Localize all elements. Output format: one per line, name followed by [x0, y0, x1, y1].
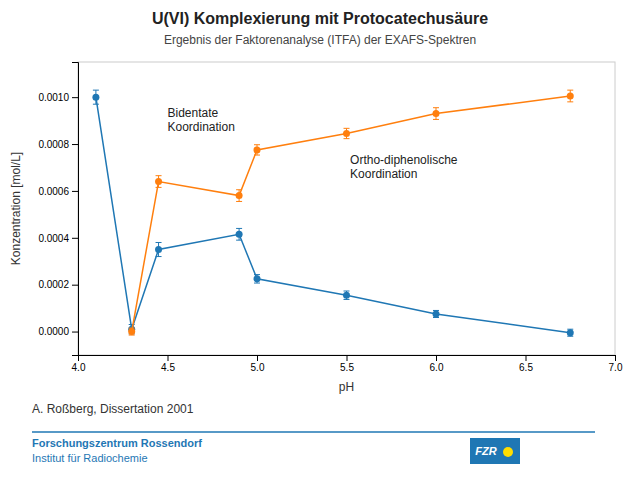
x-axis-line: [79, 356, 616, 362]
x-axis-tick: 6.0: [430, 355, 444, 373]
logo: FZR: [470, 438, 520, 464]
data-point: [92, 94, 99, 101]
x-axis-tick: 5.0: [251, 355, 265, 373]
y-axis-tick-label: 0.0010: [38, 92, 69, 103]
error-bar: [344, 291, 350, 299]
y-axis-tick: 0.0000: [38, 326, 78, 337]
x-axis-tick-label: 4.0: [72, 362, 86, 373]
error-bar: [567, 90, 573, 102]
x-axis-tick-label: 7.0: [609, 362, 623, 373]
error-bar: [567, 329, 573, 336]
y-axis-tick-mark: [72, 191, 78, 192]
x-axis: 4.0 4.5 5.0 5.5 6.0 6.5 7.0: [72, 355, 623, 373]
error-bar: [344, 128, 350, 138]
logo-box: [470, 438, 520, 464]
data-point: [433, 310, 440, 317]
x-axis-tick-label: 4.5: [161, 362, 175, 373]
x-axis-title: pH: [339, 380, 354, 394]
marks: [92, 90, 573, 336]
logo-dot: [503, 447, 513, 457]
attribution: A. Roßberg, Dissertation 2001: [32, 402, 194, 416]
data-point: [254, 146, 261, 153]
x-axis-tick: 5.5: [340, 355, 354, 373]
y-axis-tick-mark: [72, 332, 78, 333]
series: [92, 90, 573, 336]
data-point: [567, 92, 574, 99]
error-bar: [129, 328, 135, 335]
logo-text: FZR: [475, 445, 496, 457]
y-axis-tick: 0.0010: [38, 92, 78, 103]
error-bar: [156, 242, 162, 256]
y-axis-tick-label: 0.0006: [38, 186, 69, 197]
data-point: [128, 328, 135, 335]
data-point: [236, 231, 243, 238]
y-axis-tick-mark: [72, 238, 78, 239]
y-axis-tick-label: 0.0004: [38, 233, 69, 244]
x-axis-tick-mark: [436, 355, 437, 361]
data-point: [343, 292, 350, 299]
footer-rule: [32, 431, 595, 433]
y-axis-title: Konzentration [mol/L]: [9, 152, 23, 265]
x-axis-tick: 4.0: [72, 355, 86, 373]
error-bar: [433, 310, 439, 317]
annotation: Ortho-diphenolischeKoordination: [350, 153, 458, 181]
data-point: [433, 110, 440, 117]
series-line: [96, 97, 570, 333]
y-axis-tick: 0.0006: [38, 186, 78, 197]
footer-text: Institut für Radiochemie: [32, 452, 148, 464]
annotation: BidentateKoordination: [168, 106, 235, 134]
x-axis-tick-mark: [257, 355, 258, 361]
data-point: [254, 275, 261, 282]
x-axis-tick-label: 5.0: [251, 362, 265, 373]
x-axis-tick-mark: [168, 355, 169, 361]
y-axis-tick-mark: [72, 285, 78, 286]
y-axis-line: [72, 63, 79, 356]
data-point: [567, 329, 574, 336]
error-bar: [236, 228, 242, 240]
y-axis-tick-label: 0.0000: [38, 326, 69, 337]
y-axis: 0.0000 0.0002 0.0004 0.0006 0.0008 0.0010: [38, 63, 78, 356]
x-axis-tick-label: 6.5: [519, 362, 533, 373]
data-point: [155, 178, 162, 185]
y-axis-tick: 0.0008: [38, 139, 78, 150]
error-bar: [433, 108, 439, 120]
y-axis-tick: 0.0004: [38, 233, 78, 244]
chart: U(VI) Komplexierung mit Protocatechusäur…: [0, 0, 640, 480]
error-bar: [156, 176, 162, 188]
error-bar: [254, 145, 260, 155]
x-axis-tick-mark: [615, 355, 616, 361]
error-bar: [254, 275, 260, 283]
subtitle: Ergebnis der Faktorenanalyse (ITFA) der …: [164, 33, 476, 47]
title: U(VI) Komplexierung mit Protocatechusäur…: [152, 10, 488, 27]
error-bar: [236, 190, 242, 202]
x-axis-tick-mark: [347, 355, 348, 361]
series: [128, 90, 574, 335]
plot: 4.04.55.05.56.06.57.00.00000.00020.00040…: [38, 62, 622, 373]
x-axis-tick: 7.0: [609, 355, 623, 373]
error-bar: [93, 90, 99, 104]
y-axis-tick-label: 0.0008: [38, 139, 69, 150]
x-axis-tick-mark: [526, 355, 527, 361]
series-line: [132, 96, 571, 332]
y-axis-tick-label: 0.0002: [38, 279, 69, 290]
data-point: [155, 246, 162, 253]
y-axis-tick: 0.0002: [38, 279, 78, 290]
y-axis-tick-mark: [72, 144, 78, 145]
x-axis-tick: 6.5: [519, 355, 533, 373]
x-axis-tick: 4.5: [161, 355, 175, 373]
plot-frame: [78, 62, 615, 355]
footer-text: Forschungszentrum Rossendorf: [32, 437, 202, 449]
data-point: [343, 130, 350, 137]
data-point: [236, 192, 243, 199]
x-axis-tick-label: 5.5: [340, 362, 354, 373]
x-axis-tick-label: 6.0: [430, 362, 444, 373]
y-axis-tick-mark: [72, 97, 78, 98]
